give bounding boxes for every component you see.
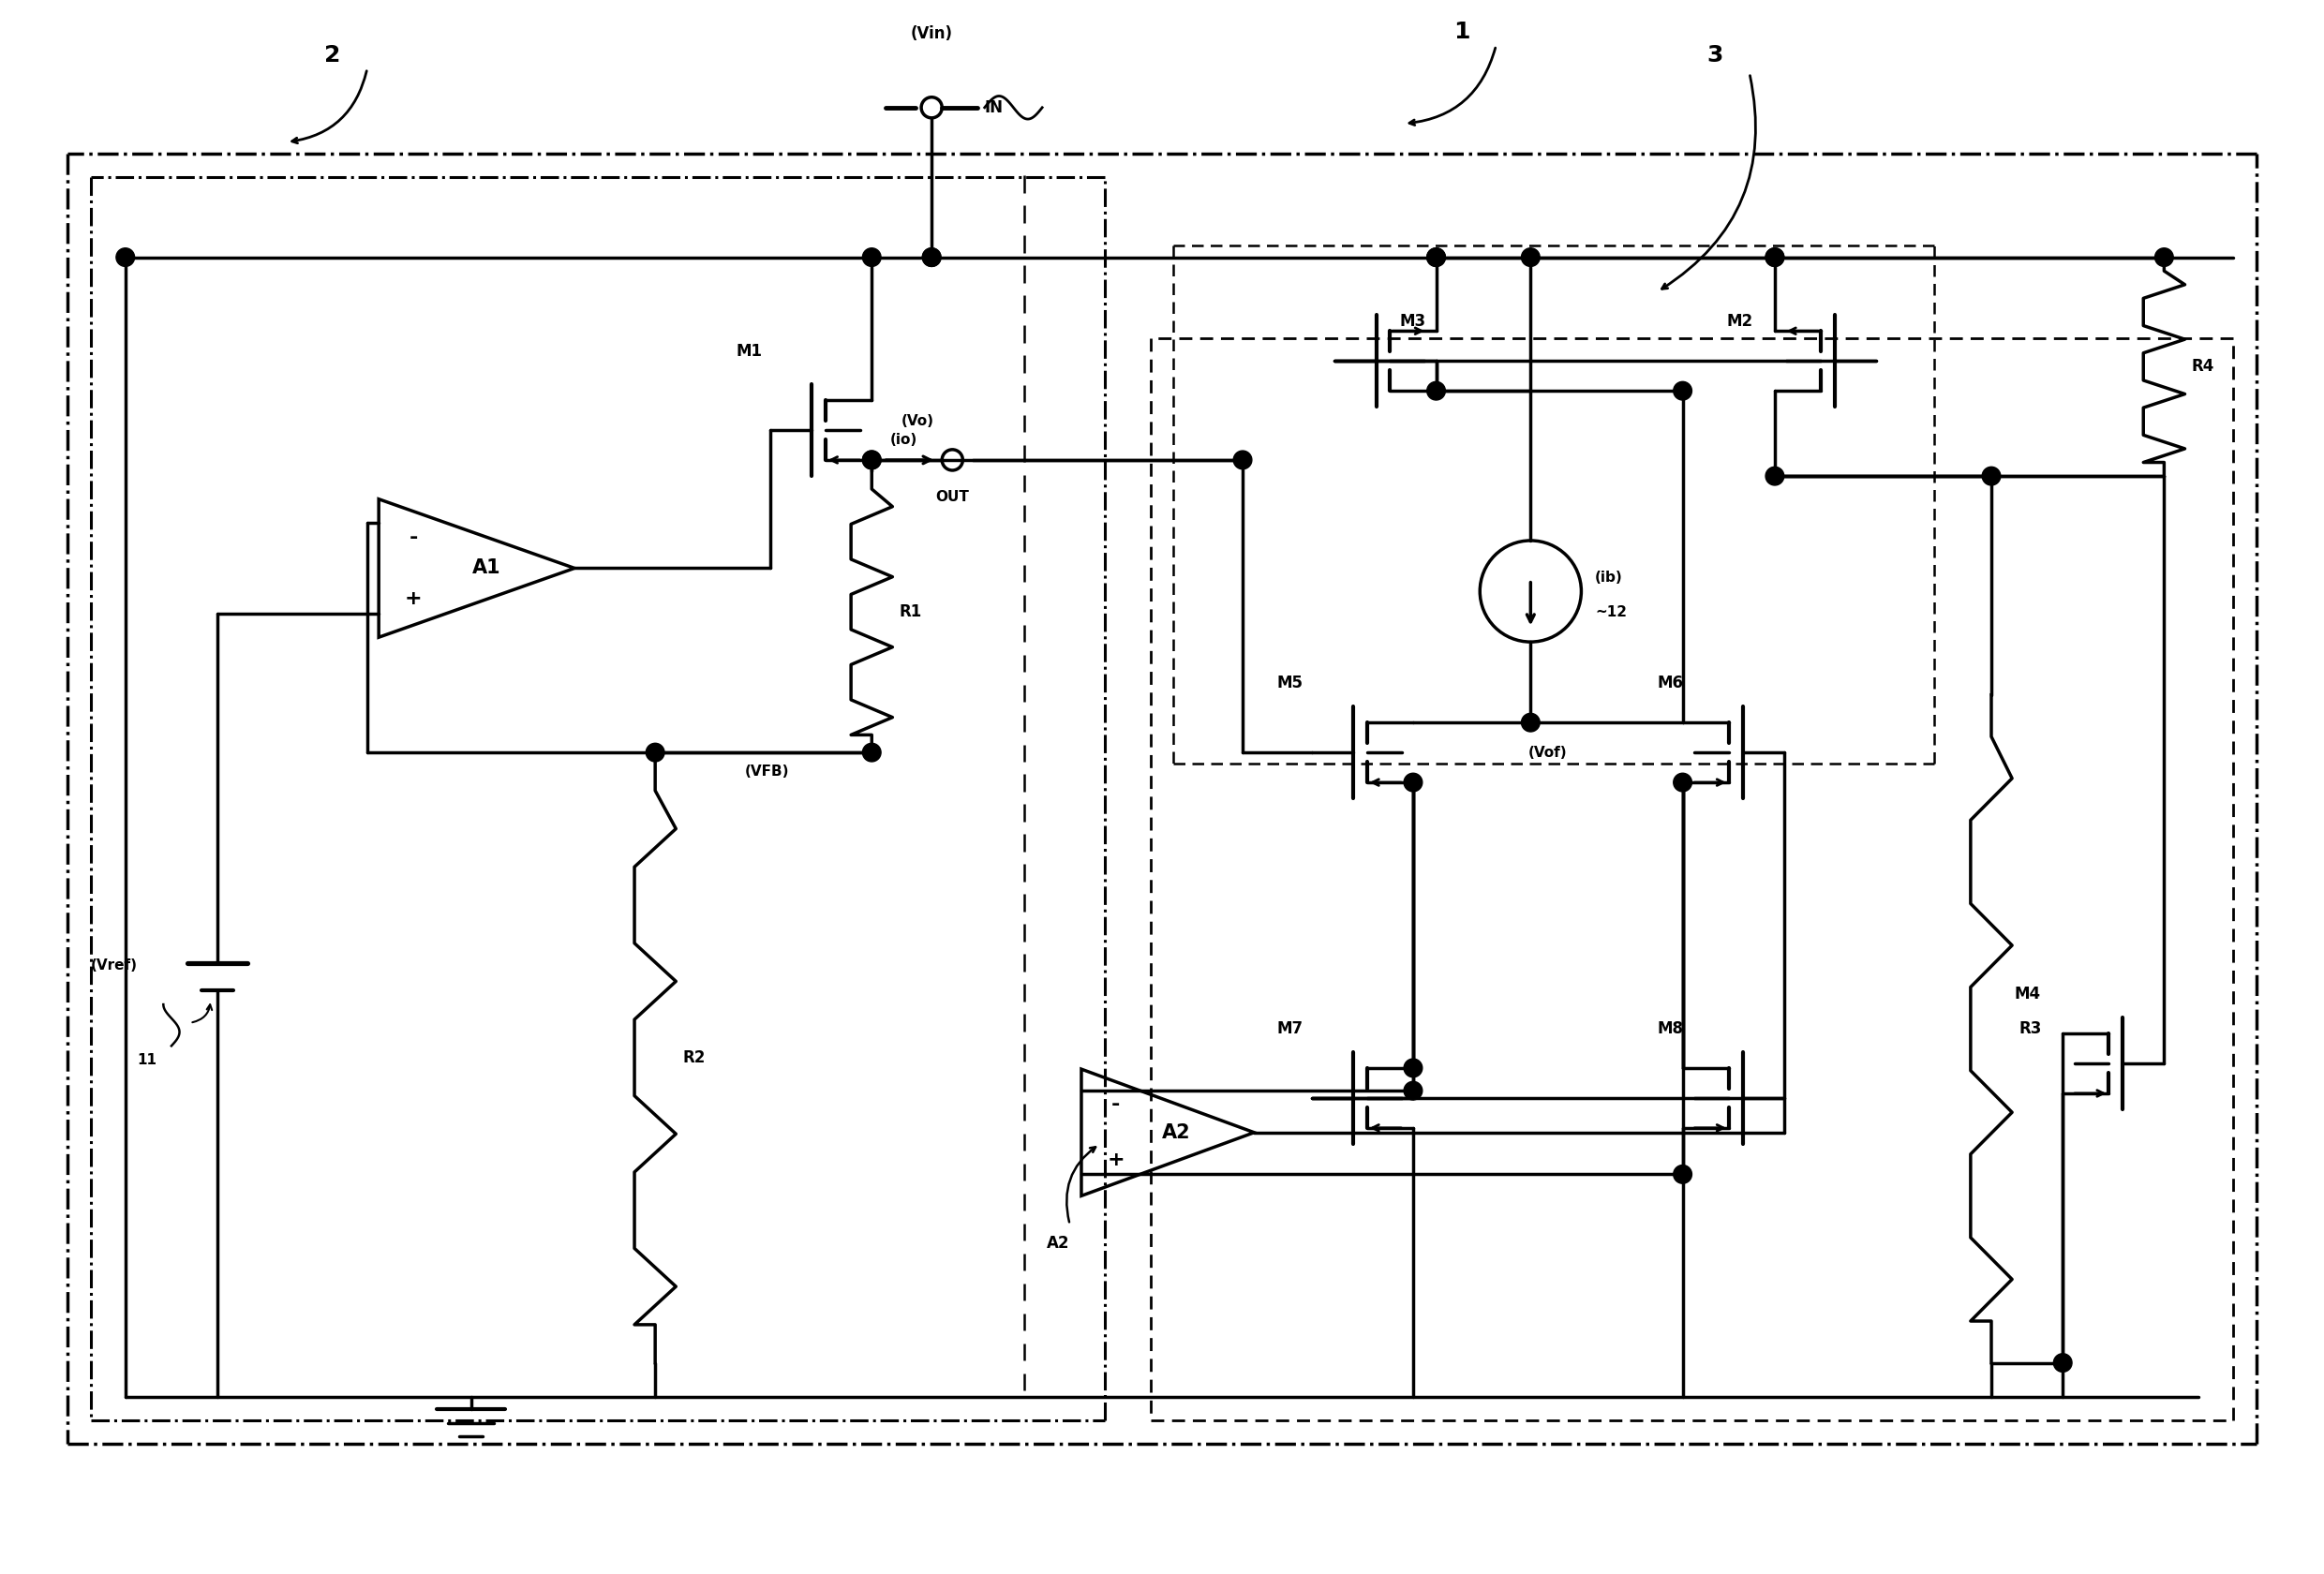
Text: (Vref): (Vref) bbox=[91, 959, 137, 973]
Circle shape bbox=[862, 450, 881, 469]
Circle shape bbox=[923, 249, 941, 266]
Text: +: + bbox=[404, 589, 423, 608]
Text: M8: M8 bbox=[1657, 1020, 1683, 1037]
Text: R2: R2 bbox=[683, 1050, 706, 1066]
Circle shape bbox=[1404, 773, 1422, 792]
Circle shape bbox=[2154, 249, 2173, 266]
Text: R3: R3 bbox=[2020, 1020, 2043, 1037]
Text: OUT: OUT bbox=[937, 490, 969, 504]
Text: R4: R4 bbox=[2192, 359, 2215, 375]
Circle shape bbox=[116, 249, 135, 266]
Text: A1: A1 bbox=[472, 559, 500, 578]
Text: M1: M1 bbox=[737, 343, 762, 360]
Text: 11: 11 bbox=[137, 1053, 156, 1067]
Circle shape bbox=[1522, 249, 1541, 266]
Circle shape bbox=[1673, 773, 1692, 792]
Circle shape bbox=[1427, 249, 1446, 266]
Text: M6: M6 bbox=[1657, 675, 1683, 691]
Text: A2: A2 bbox=[1162, 1124, 1190, 1141]
Circle shape bbox=[1522, 713, 1541, 732]
Text: R1: R1 bbox=[899, 603, 923, 620]
Text: +: + bbox=[1106, 1151, 1125, 1169]
Circle shape bbox=[1766, 467, 1785, 485]
Circle shape bbox=[1673, 1165, 1692, 1184]
Circle shape bbox=[862, 249, 881, 266]
Text: A2: A2 bbox=[1046, 1234, 1069, 1251]
Circle shape bbox=[1427, 249, 1446, 266]
Circle shape bbox=[1766, 249, 1785, 266]
Text: (io): (io) bbox=[890, 433, 918, 447]
Circle shape bbox=[862, 743, 881, 762]
Circle shape bbox=[1766, 249, 1785, 266]
Text: 2: 2 bbox=[325, 44, 342, 66]
Text: (Vin): (Vin) bbox=[911, 25, 953, 42]
Circle shape bbox=[1427, 381, 1446, 400]
Circle shape bbox=[923, 249, 941, 266]
Text: M7: M7 bbox=[1278, 1020, 1304, 1037]
Text: 1: 1 bbox=[1452, 20, 1469, 42]
Text: (VFB): (VFB) bbox=[746, 765, 790, 778]
Text: -: - bbox=[1111, 1096, 1120, 1114]
Text: M2: M2 bbox=[1727, 313, 1752, 331]
Text: IN: IN bbox=[985, 99, 1004, 116]
Text: M4: M4 bbox=[2015, 985, 2040, 1003]
Circle shape bbox=[862, 450, 881, 469]
Text: (Vof): (Vof) bbox=[1529, 746, 1566, 760]
Text: M5: M5 bbox=[1278, 675, 1304, 691]
Circle shape bbox=[1982, 467, 2001, 485]
Text: ~12: ~12 bbox=[1594, 604, 1627, 619]
Circle shape bbox=[1673, 381, 1692, 400]
Text: 3: 3 bbox=[1706, 44, 1722, 66]
Circle shape bbox=[1234, 450, 1253, 469]
Text: (ib): (ib) bbox=[1594, 570, 1622, 584]
Circle shape bbox=[1404, 1059, 1422, 1077]
Circle shape bbox=[2054, 1354, 2073, 1373]
Text: -: - bbox=[409, 529, 418, 548]
Circle shape bbox=[1404, 1081, 1422, 1100]
Text: M3: M3 bbox=[1399, 313, 1425, 331]
Text: (Vo): (Vo) bbox=[902, 414, 934, 428]
Circle shape bbox=[646, 743, 665, 762]
